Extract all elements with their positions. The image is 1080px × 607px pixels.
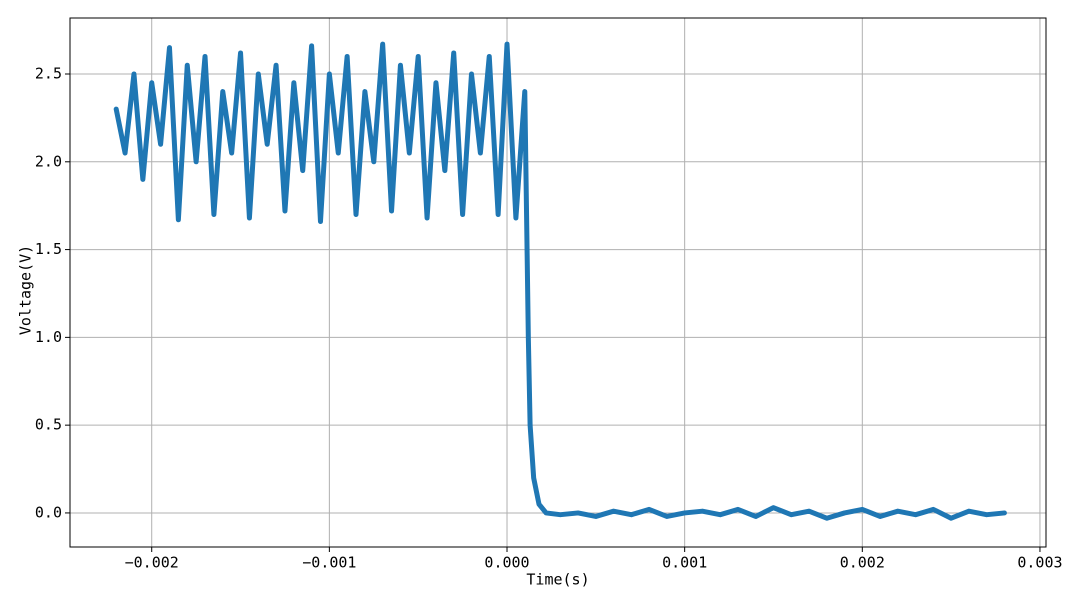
y-tick-label: 2.5 bbox=[35, 65, 62, 83]
x-tick-label: 0.002 bbox=[840, 554, 885, 572]
x-axis-label: Time(s) bbox=[526, 571, 589, 589]
x-tick-label: −0.001 bbox=[302, 554, 356, 572]
x-tick-label: −0.002 bbox=[125, 554, 179, 572]
x-tick-label: 0.003 bbox=[1017, 554, 1062, 572]
y-tick-label: 0.0 bbox=[35, 503, 62, 521]
y-tick-label: 2.0 bbox=[35, 152, 62, 170]
y-tick-label: 0.5 bbox=[35, 416, 62, 434]
data-line bbox=[113, 41, 1007, 521]
y-tick-label: 1.5 bbox=[35, 240, 62, 258]
y-tick-label: 1.0 bbox=[35, 328, 62, 346]
y-axis-label: Voltage(V) bbox=[17, 245, 35, 335]
plot-frame bbox=[69, 17, 1047, 548]
x-tick-label: 0.000 bbox=[484, 554, 529, 572]
x-tick-label: 0.001 bbox=[662, 554, 707, 572]
